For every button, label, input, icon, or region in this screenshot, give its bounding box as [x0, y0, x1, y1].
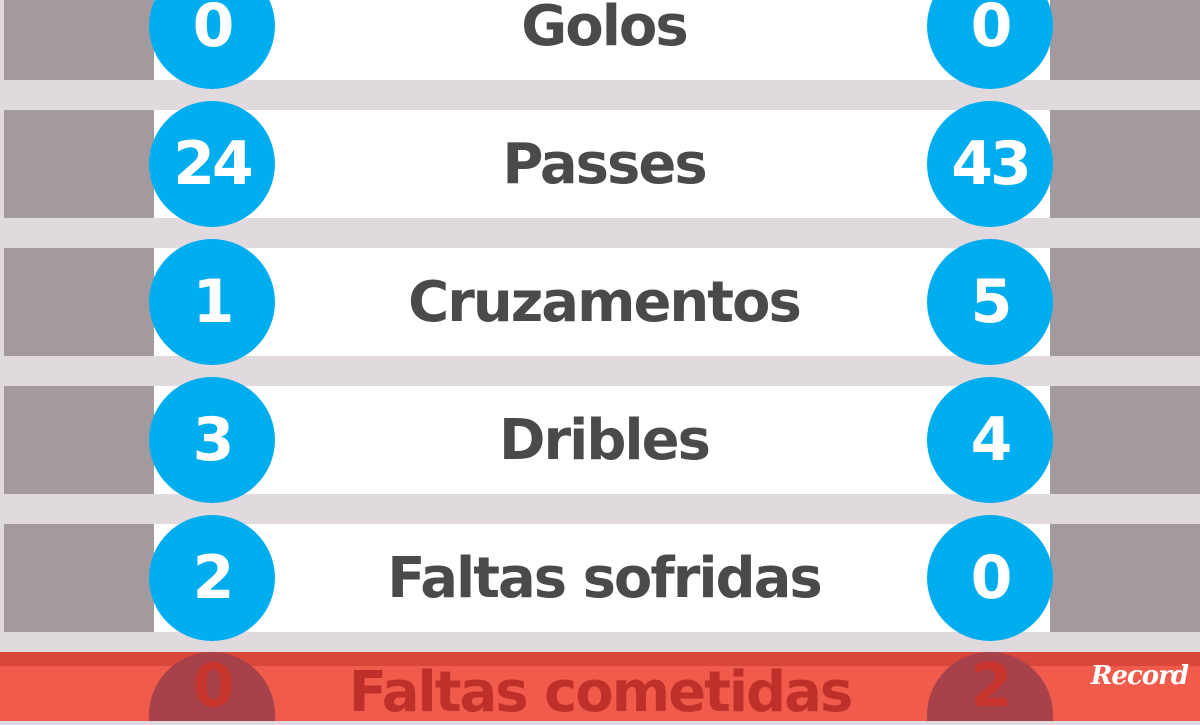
left-value: 1 [149, 239, 275, 365]
right-bar [1050, 248, 1200, 356]
left-bar [4, 0, 154, 80]
stat-label: Passes [502, 131, 707, 197]
left-value: 2 [149, 515, 275, 641]
stat-row: 24 Passes 43 [4, 101, 1200, 227]
left-value: 24 [149, 101, 275, 227]
right-value: 0 [927, 515, 1053, 641]
right-value: 4 [927, 377, 1053, 503]
stat-row: 1 Cruzamentos 5 [4, 239, 1200, 365]
left-bar [4, 110, 154, 218]
stat-label: Faltas sofridas [387, 545, 823, 611]
left-bar [4, 386, 154, 494]
right-bar [1050, 110, 1200, 218]
right-bar [1050, 524, 1200, 632]
stat-row: 0 Golos 0 [4, 0, 1200, 89]
right-value: 5 [927, 239, 1053, 365]
stat-label: Golos [521, 0, 688, 59]
stat-label: Cruzamentos [408, 269, 802, 335]
left-bar [4, 248, 154, 356]
highlighted-stat-row: 0 Faltas cometidas 2 [0, 652, 1200, 721]
right-value: 2 [927, 652, 1053, 721]
left-value: 0 [149, 0, 275, 89]
stat-label: Faltas cometidas [348, 660, 854, 725]
record-logo: Record [1090, 661, 1189, 691]
left-bar [4, 524, 154, 632]
stat-label: Dribles [499, 407, 711, 473]
right-bar [1050, 0, 1200, 80]
right-value: 0 [927, 0, 1053, 89]
right-value: 43 [927, 101, 1053, 227]
stat-row: 3 Dribles 4 [4, 377, 1200, 503]
stat-row: 2 Faltas sofridas 0 [4, 515, 1200, 641]
left-value: 0 [149, 652, 275, 721]
right-bar [1050, 386, 1200, 494]
left-value: 3 [149, 377, 275, 503]
